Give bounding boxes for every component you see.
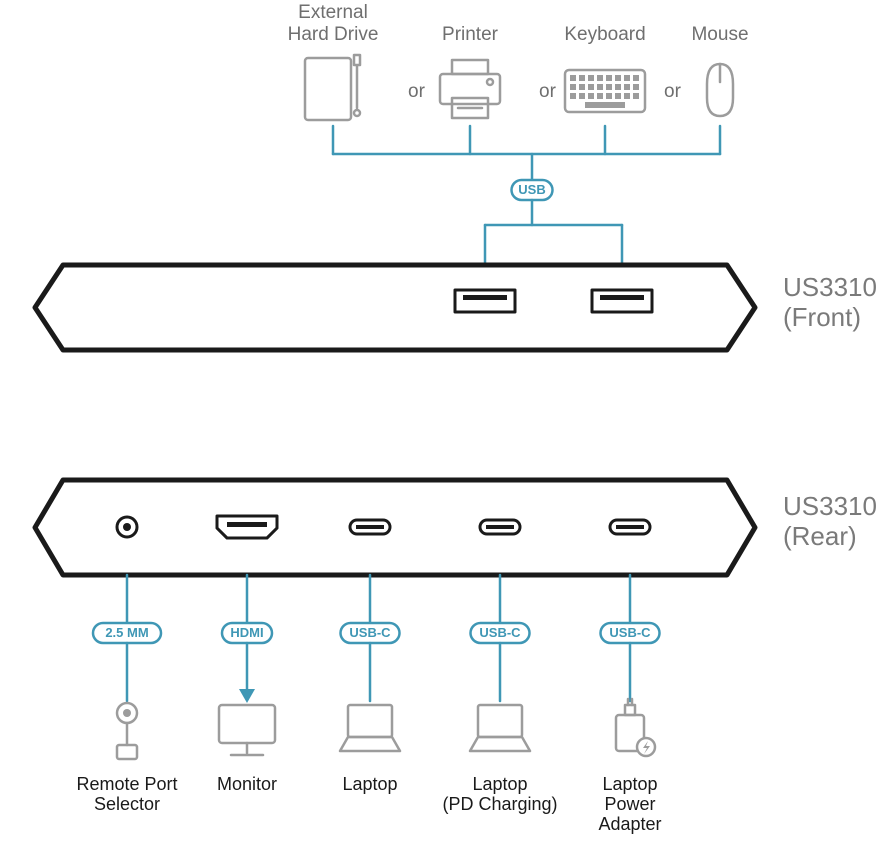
laptop-icon-1 [340, 705, 400, 751]
usb-a-port-1 [592, 290, 652, 312]
front-title: US3310 [783, 272, 877, 302]
label-external-hdd: ExternalHard Drive [288, 2, 379, 45]
front-subtitle: (Front) [783, 302, 861, 332]
hdmi-arrow-icon [239, 689, 255, 703]
label-mouse: Mouse [691, 24, 748, 45]
laptop-icon-2 [470, 705, 530, 751]
rear-title: US3310 [783, 491, 877, 521]
rear-device-label-1: Monitor [217, 774, 277, 794]
connection-diagram: ExternalHard Drive Printer Keyboard Mouse or… [0, 0, 885, 846]
usb-pill-label: USB [518, 182, 545, 197]
rear-pill-4-label: USB-C [609, 625, 651, 640]
rear-pill-3-label: USB-C [479, 625, 521, 640]
external-hdd-icon [305, 55, 360, 120]
or-label-2: or [664, 81, 682, 102]
label-keyboard: Keyboard [564, 24, 645, 45]
or-label-1: or [539, 81, 557, 102]
mouse-icon [707, 64, 733, 116]
power-adapter-icon [616, 699, 655, 756]
rear-pill-2-label: USB-C [349, 625, 391, 640]
remote-selector-icon [117, 703, 137, 759]
label-printer: Printer [442, 24, 499, 45]
or-label-0: or [408, 81, 426, 102]
rear-device-label-0: Remote PortSelector [76, 774, 177, 814]
rear-device-label-4: LaptopPowerAdapter [598, 774, 661, 834]
rear-pill-0-label: 2.5 MM [105, 625, 148, 640]
printer-icon [440, 60, 500, 118]
rear-subtitle: (Rear) [783, 521, 857, 551]
rear-device-label-2: Laptop [342, 774, 397, 794]
rear-pill-1-label: HDMI [230, 625, 263, 640]
monitor-icon [219, 705, 275, 755]
keyboard-icon [565, 70, 645, 112]
usb-a-port-0 [455, 290, 515, 312]
rear-device-label-3: Laptop(PD Charging) [442, 774, 557, 814]
